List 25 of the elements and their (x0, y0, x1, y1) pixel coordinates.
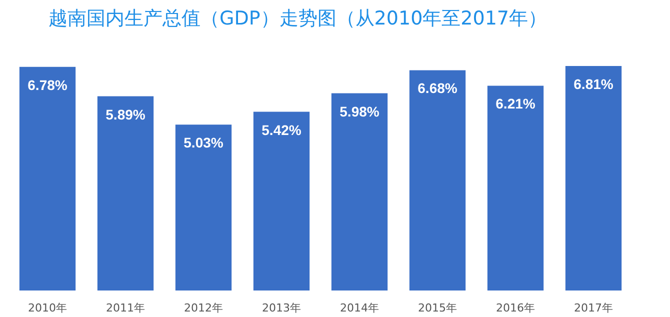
data-label: 6.78% (28, 76, 68, 93)
data-label: 5.98% (340, 103, 380, 120)
bar (565, 66, 622, 290)
x-tick-label: 2013年 (262, 302, 302, 314)
x-tick-label: 2010年 (28, 302, 68, 314)
data-label: 5.03% (184, 134, 224, 151)
x-tick-label: 2015年 (418, 302, 458, 314)
bar (331, 93, 388, 290)
x-tick-label: 2016年 (496, 302, 536, 314)
x-tick-label: 2012年 (184, 302, 224, 314)
bar (97, 96, 154, 290)
data-label: 5.42% (262, 122, 302, 138)
data-label: 6.21% (496, 96, 536, 112)
bar (409, 70, 466, 290)
x-tick-label: 2011年 (106, 302, 146, 314)
data-label: 6.81% (574, 76, 614, 92)
bar (19, 66, 76, 290)
x-tick-label: 2014年 (340, 302, 380, 314)
bar (253, 112, 310, 290)
bar (175, 124, 232, 290)
chart-title: 越南国内生产总值（GDP）走势图（从2010年至2017年） (48, 8, 548, 30)
data-label: 5.89% (106, 106, 146, 122)
x-tick-label: 2017年 (574, 302, 614, 314)
bar (487, 86, 544, 290)
data-label: 6.68% (418, 80, 458, 96)
